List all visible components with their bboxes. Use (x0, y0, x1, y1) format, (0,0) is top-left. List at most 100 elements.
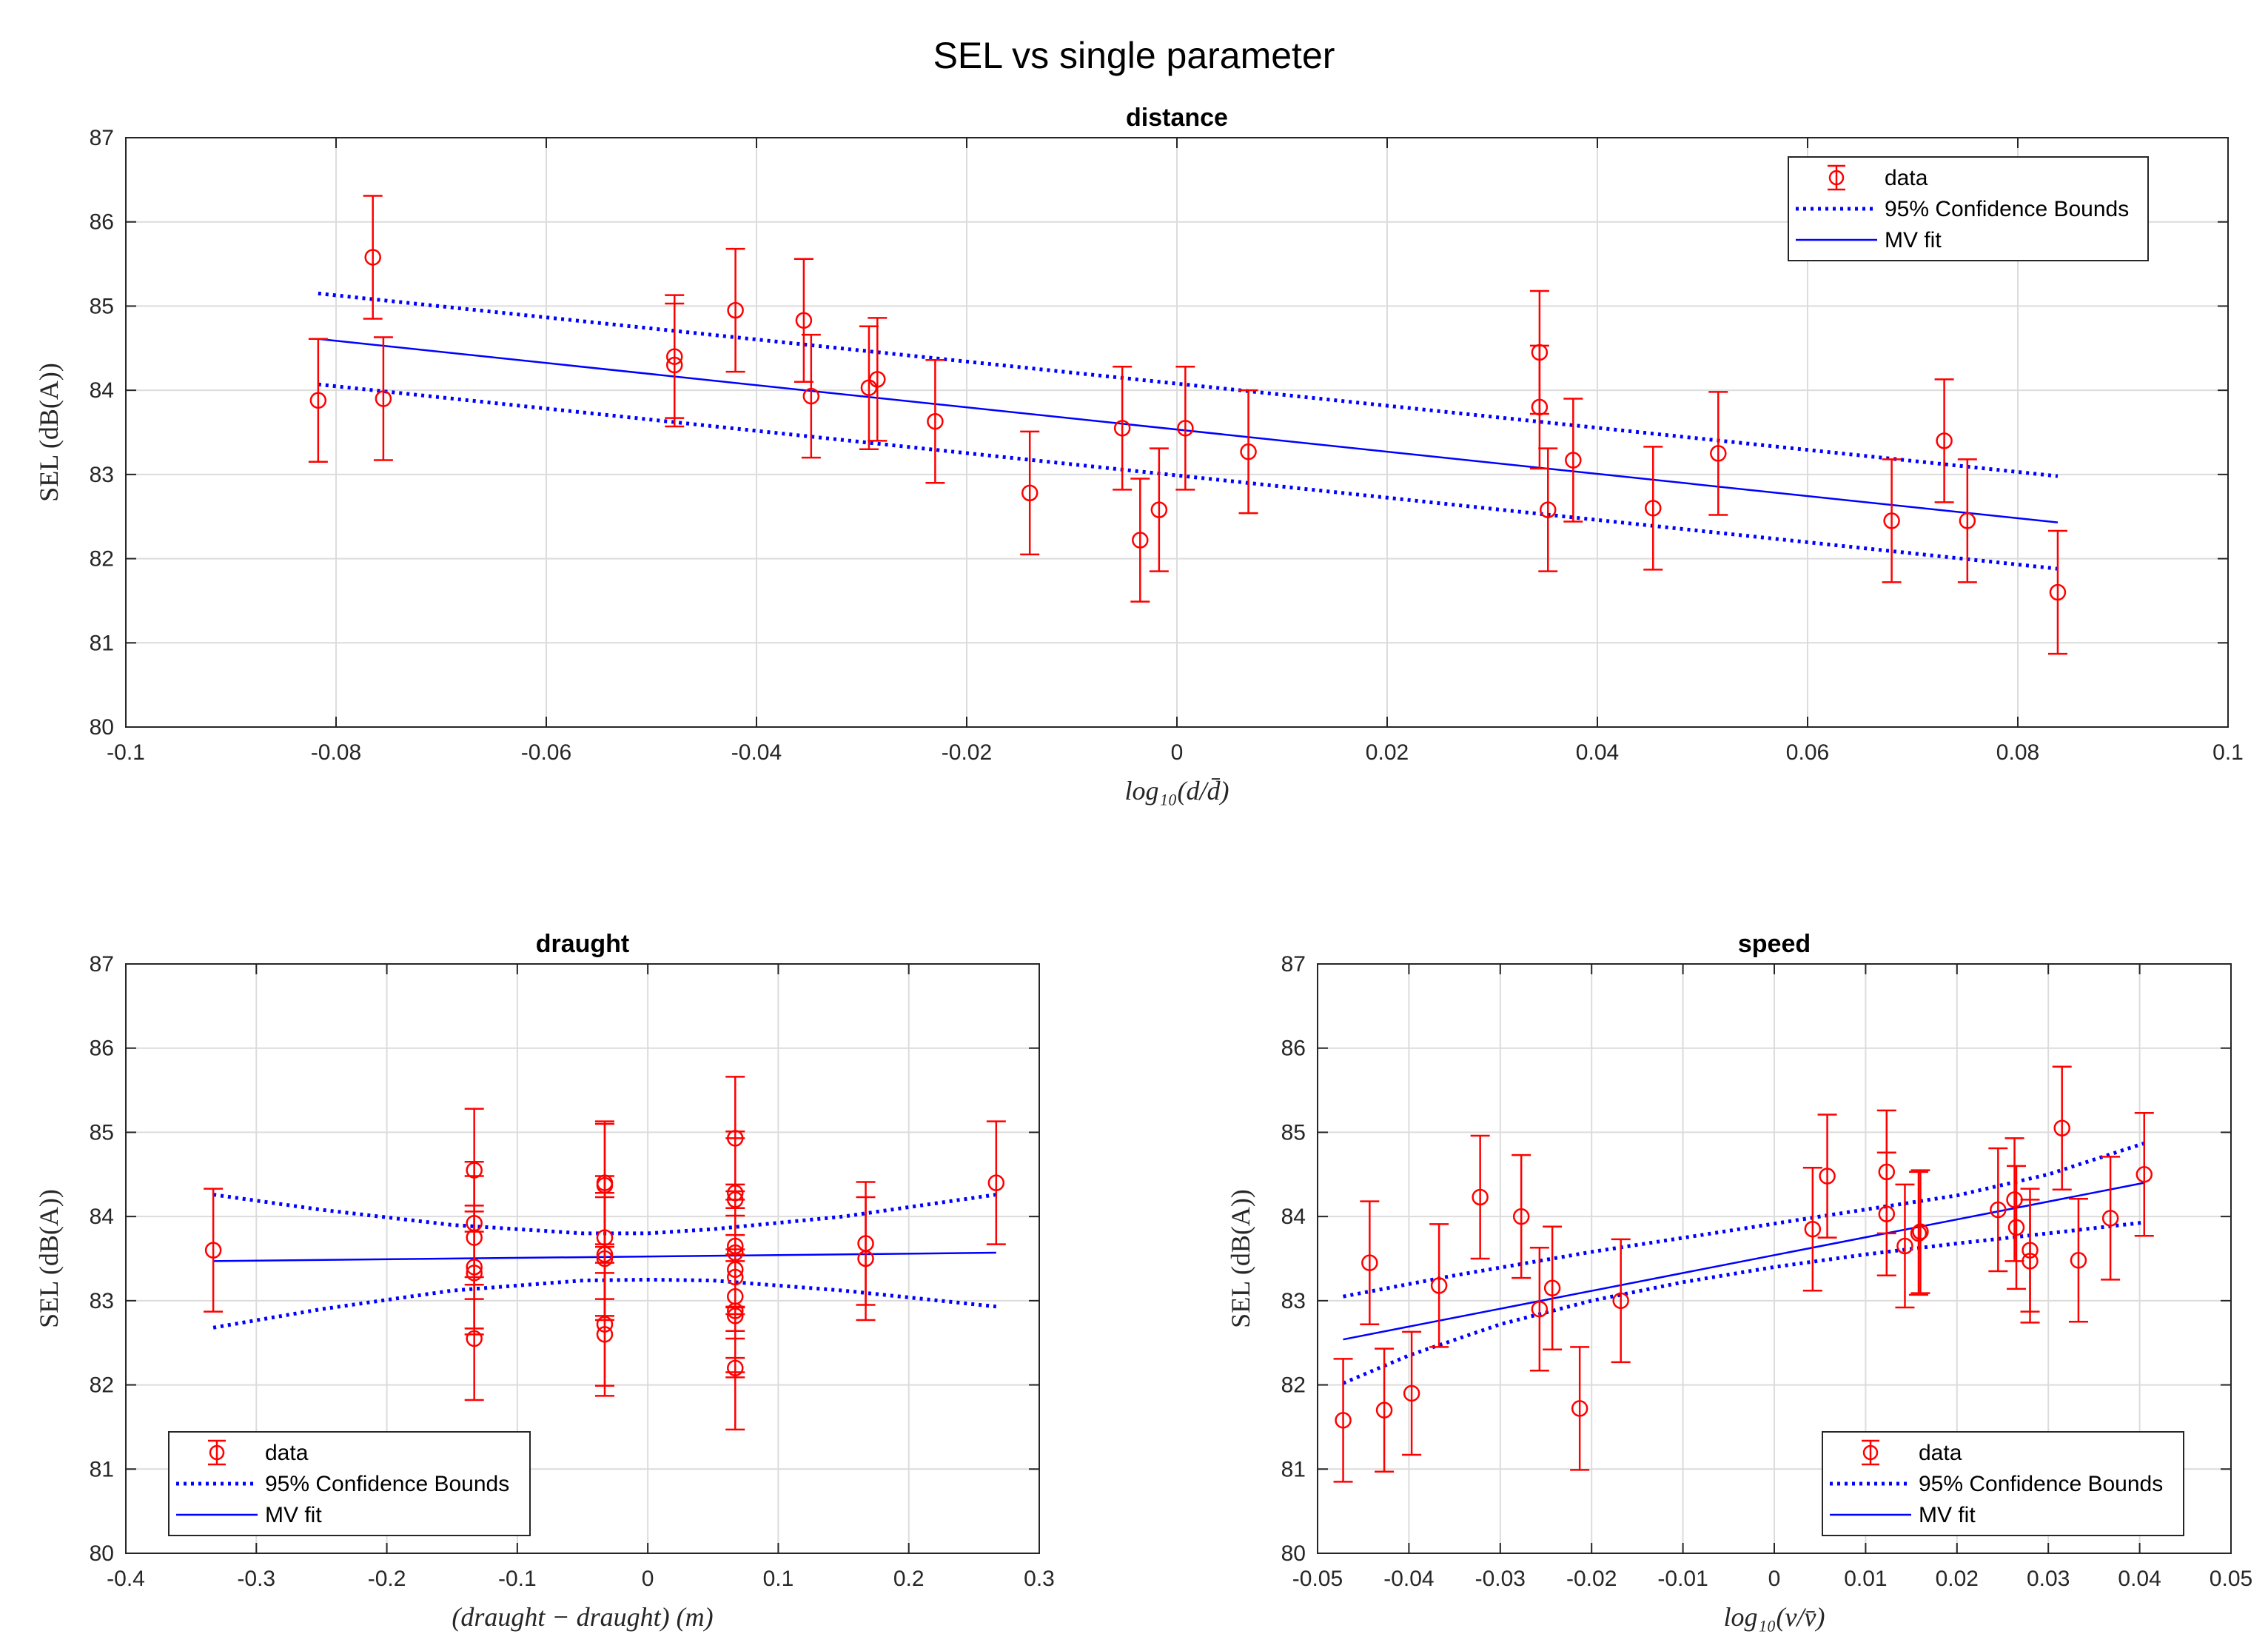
speed-data-point (1333, 1358, 1353, 1483)
distance-x-axis-label: log₁₀(d/d̄) (1124, 776, 1229, 806)
speed-y-tick-label: 84 (1281, 1205, 1306, 1229)
draught-x-tick-label: -0.1 (498, 1567, 537, 1591)
speed-data-point (1360, 1200, 1380, 1325)
speed-x-tick-label: 0.03 (2027, 1567, 2070, 1591)
speed-axes-box (1317, 963, 2232, 1554)
draught-y-tick-label: 84 (90, 1205, 114, 1229)
draught-legend-bounds-label: 95% Confidence Bounds (265, 1472, 509, 1496)
speed-data-point (2020, 1199, 2040, 1324)
speed-point-marker (1361, 1254, 1378, 1271)
distance-point-marker (1021, 484, 1039, 502)
speed-x-tick-label: -0.02 (1566, 1567, 1617, 1591)
speed-data-point (2134, 1112, 2154, 1237)
draught-point-marker (727, 1359, 744, 1377)
speed-x-axis-label: log₁₀(v/v̄) (1724, 1602, 1825, 1632)
speed-legend-data-label: data (1919, 1441, 1962, 1465)
speed-data-point (1611, 1238, 1631, 1364)
axes-speed: -0.05 -0.04 -0.03 -0.02 -0.01 0 0.01 0.02 0.03 0.… (1226, 930, 2252, 1632)
distance-data-point (1563, 398, 1583, 523)
distance-data-point (1643, 446, 1663, 571)
speed-y-tick-label: 83 (1281, 1289, 1306, 1313)
speed-data-point (1375, 1347, 1395, 1473)
speed-data-point (1470, 1134, 1490, 1260)
distance-data-point (925, 358, 945, 484)
distance-fit-line (318, 338, 2059, 523)
draught-x-tick-label: -0.4 (107, 1567, 145, 1591)
distance-data-point (363, 195, 383, 320)
distance-data-point (1882, 458, 1902, 583)
speed-legend-fit-label: MV fit (1919, 1503, 1976, 1527)
distance-data-point (859, 325, 879, 450)
distance-point-marker (309, 392, 327, 409)
speed-x-tick-label: 0 (1768, 1567, 1781, 1591)
axes-distance: -0.1 -0.08 -0.06 -0.04 -0.02 0 0.02 0.04 0.06 0.0… (34, 104, 2244, 806)
distance-data-point (665, 294, 685, 419)
distance-title: distance (1126, 104, 1228, 132)
draught-x-tick-label: 0.1 (763, 1567, 794, 1591)
distance-data-point (1708, 391, 1728, 516)
distance-legend-bounds-label: 95% Confidence Bounds (1885, 197, 2129, 221)
distance-legend-data-label: data (1885, 166, 1928, 190)
speed-fit-line (1343, 1182, 2145, 1341)
speed-y-tick-label: 87 (1281, 952, 1306, 977)
distance-point-marker (1959, 512, 1976, 529)
speed-data-point (2068, 1198, 2088, 1323)
speed-data-point (1529, 1246, 1549, 1372)
distance-point-marker (665, 348, 683, 365)
speed-y-tick-label: 82 (1281, 1373, 1306, 1398)
distance-y-axis-label: SEL (dB(A)) (34, 363, 64, 502)
speed-x-tick-label: -0.03 (1475, 1567, 1526, 1591)
distance-point-marker (860, 379, 878, 396)
speed-data-point (1570, 1346, 1590, 1471)
speed-point-marker (1896, 1237, 1913, 1255)
distance-legend: data 95% Confidence Bounds MV fit (1788, 156, 2149, 261)
distance-data-point (1957, 458, 1977, 583)
distance-data-point (801, 333, 821, 459)
draught-point-marker (466, 1330, 483, 1347)
draught-data-point (464, 1276, 484, 1401)
speed-data-point (2052, 1065, 2072, 1191)
draught-point-marker (596, 1326, 614, 1343)
draught-data-point (986, 1120, 1006, 1245)
distance-x-tick-label: -0.1 (107, 740, 145, 765)
figure-title: SEL vs single parameter (933, 35, 1335, 76)
draught-y-tick-label: 83 (90, 1289, 114, 1313)
speed-point-marker (1571, 1400, 1588, 1417)
distance-point-marker (1150, 501, 1168, 518)
speed-point-marker (2022, 1253, 2039, 1270)
draught-y-axis-label: SEL (dB(A)) (34, 1189, 64, 1328)
draught-title: draught (536, 930, 630, 958)
speed-point-marker (1878, 1205, 1896, 1222)
speed-point-marker (1910, 1225, 1928, 1242)
distance-point-marker (927, 412, 944, 430)
draught-point-marker (987, 1174, 1005, 1191)
speed-point-marker (1804, 1220, 1822, 1238)
distance-x-tick-label: -0.06 (521, 740, 571, 765)
distance-upper-bound-line (318, 291, 2059, 478)
speed-point-marker (2070, 1252, 2087, 1269)
draught-data-point (594, 1272, 614, 1397)
speed-data-point (1817, 1113, 1837, 1239)
speed-data-point (1429, 1223, 1449, 1348)
draught-data-point (204, 1188, 224, 1313)
distance-axes-box (125, 137, 2229, 728)
speed-y-axis-label: SEL (dB(A)) (1226, 1189, 1255, 1328)
distance-data-point (1113, 366, 1133, 491)
speed-x-tick-label: -0.05 (1292, 1567, 1343, 1591)
speed-upper-bound-line (1343, 1141, 2145, 1299)
speed-title: speed (1738, 930, 1811, 958)
speed-data-point (1910, 1169, 1930, 1294)
draught-legend-fit-label: MV fit (265, 1503, 322, 1527)
speed-data-point (1802, 1166, 1822, 1292)
distance-y-tick-label: 85 (90, 294, 114, 318)
draught-point-marker (857, 1250, 874, 1267)
speed-point-marker (1512, 1208, 1530, 1225)
speed-y-tick-label: 80 (1281, 1541, 1306, 1566)
speed-data-point (1543, 1225, 1563, 1351)
speed-point-marker (1531, 1300, 1549, 1318)
distance-data-point (725, 247, 745, 373)
distance-point-marker (375, 390, 392, 407)
draught-x-tick-label: 0 (642, 1567, 654, 1591)
distance-point-marker (869, 371, 886, 388)
